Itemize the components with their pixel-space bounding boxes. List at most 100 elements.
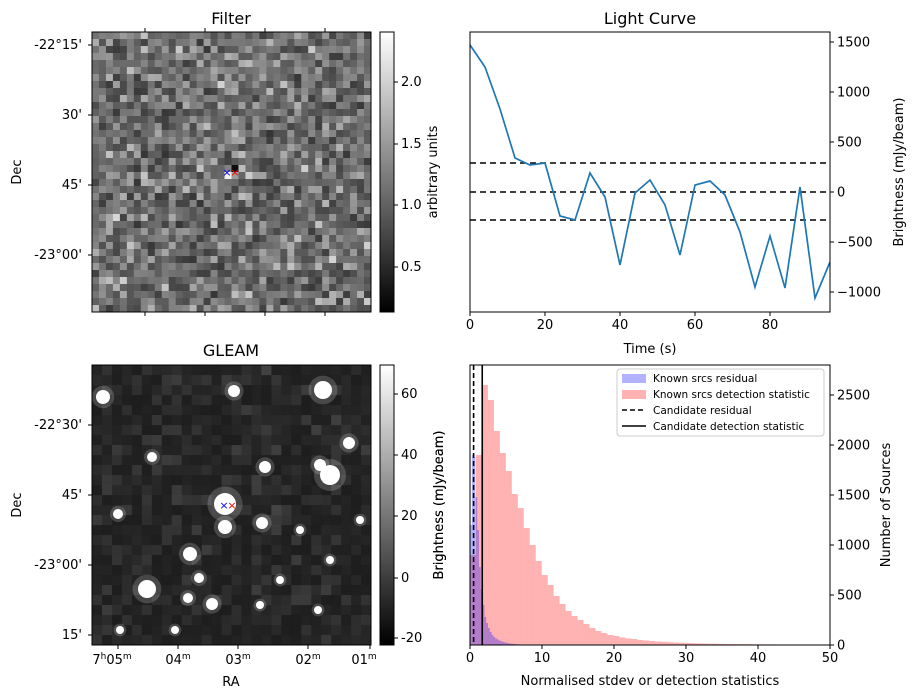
histogram-x-tick-label: 10	[534, 651, 551, 666]
light-curve-x-tick-label: 40	[612, 318, 629, 333]
detection-bar	[679, 642, 686, 645]
filter-dec-tick-label: -23°00'	[34, 248, 82, 263]
light-curve-x-tick-label: 20	[537, 318, 554, 333]
filter-known-marker: ×	[230, 166, 239, 179]
histogram-legend: Known srcs residual Known srcs detection…	[616, 368, 825, 437]
detection-bar	[613, 636, 620, 645]
residual-bar	[470, 525, 472, 645]
light-curve-y-tick-label: 0	[837, 186, 845, 201]
candidate-lines	[472, 365, 484, 645]
legend-label: Candidate residual	[653, 405, 752, 417]
light-curve-title: Light Curve	[604, 9, 696, 28]
light-curve-y-tick-label: 500	[837, 136, 862, 151]
gleam-colorbar-tick-label: 60	[401, 387, 418, 402]
gleam-ra-tick-label: 01m	[351, 652, 376, 668]
filter-colorbar-tick-label: 1.5	[401, 137, 422, 152]
filter-candidate-marker: ×	[222, 166, 231, 179]
light-curve-x-axis-label: Time (s)	[623, 342, 677, 357]
detection-bar	[625, 638, 632, 645]
detection-bar	[649, 641, 656, 645]
filter-frame	[91, 31, 372, 313]
filter-colorbar	[379, 31, 395, 313]
residual-bar	[488, 628, 490, 645]
detection-bar	[493, 431, 500, 645]
detection-bar	[661, 641, 668, 645]
gleam-colorbar-label: Brightness (mJy/beam)	[432, 431, 447, 580]
detection-bar	[577, 620, 584, 645]
histogram-x-tick-label: 20	[606, 651, 623, 666]
detection-bar	[547, 585, 554, 645]
residual-bar	[498, 640, 501, 645]
gleam-x-axis-label: RA	[222, 675, 240, 690]
detection-bar	[720, 643, 727, 645]
residual-bar	[477, 530, 479, 645]
gleam-colorbar-ticks: -20 0 20 40 60	[394, 387, 422, 646]
detection-bar	[637, 640, 644, 645]
residual-bar	[471, 455, 474, 645]
histogram-left-axis-label: Brightness (mJy/beam)	[432, 431, 447, 580]
legend-label: Known srcs detection statistic	[653, 389, 810, 401]
filter-noise-image	[92, 32, 372, 313]
detection-bar	[595, 631, 602, 645]
gleam-dec-tick-label: 15'	[62, 628, 82, 643]
filter-y-axis-label: Dec	[10, 159, 25, 184]
residual-bar	[511, 643, 514, 645]
filter-dec-tick-label: -22°15'	[34, 38, 82, 53]
histogram-y-tick-label: 2500	[837, 389, 870, 404]
gleam-dec-tick-label: -22°30'	[34, 418, 82, 433]
detection-bar	[619, 637, 626, 645]
light-curve-x-tick-label: 60	[687, 318, 704, 333]
filter-dec-ticks: -22°15' 30' 45' -23°00'	[34, 38, 92, 263]
histogram-x-axis-label: Normalised stdev or detection statistics	[521, 674, 780, 689]
detection-bar	[553, 596, 560, 645]
histogram-x-tick-label: 40	[750, 651, 767, 666]
filter-dec-tick-label: 30'	[62, 108, 82, 123]
gleam-panel: GLEAM × × -22°30' 45' -23°00' 15' 7h05m …	[10, 341, 447, 690]
detection-bar	[709, 643, 716, 645]
detection-bar	[703, 643, 710, 645]
residual-bar	[495, 638, 497, 645]
detection-bar	[715, 643, 721, 645]
detection-bar	[667, 642, 674, 645]
filter-panel: Filter × × -22°15' 30' 45' -23°00' Dec	[10, 9, 441, 316]
histogram-y-tick-label: 1000	[837, 539, 870, 554]
filter-dec-tick-label: 45'	[62, 178, 82, 193]
filter-colorbar-tick-label: 1.0	[401, 198, 422, 213]
detection-bar	[631, 639, 638, 645]
detection-bar	[565, 611, 572, 645]
detection-bar	[535, 561, 542, 645]
histogram-y-tick-label: 1500	[837, 489, 870, 504]
detection-bar	[601, 633, 608, 645]
residual-bar	[479, 567, 481, 645]
light-curve-y-tick-label: 1500	[837, 36, 870, 51]
detection-bar	[511, 494, 518, 645]
gleam-colorbar-tick-label: 0	[401, 571, 409, 586]
light-curve-frame	[469, 31, 831, 313]
light-curve-panel: Light Curve 0 20 40 60 80 −1000 −500 0 500 1000 1…	[466, 9, 907, 357]
detection-bar	[541, 575, 548, 645]
legend-swatch-known-detection	[622, 390, 646, 399]
gleam-known-marker: ×	[227, 499, 236, 512]
detection-bar	[505, 471, 512, 645]
gleam-ra-tick-label: 7h05m	[92, 652, 131, 668]
histogram-right-axis-label: Number of Sources	[879, 443, 894, 568]
residual-bar	[482, 605, 485, 645]
detection-bar	[691, 643, 698, 645]
histogram-panel: 0 10 20 30 40 50 0 500 1000 1500 2000 2500 Normali…	[432, 364, 894, 689]
residual-bar	[509, 643, 512, 645]
residual-bar	[486, 623, 488, 645]
detection-bar	[655, 641, 662, 645]
residual-bar	[489, 632, 492, 645]
residual-bar	[507, 643, 510, 645]
histogram-y-tick-label: 0	[837, 639, 845, 654]
detection-bar	[517, 508, 524, 645]
legend-label: Candidate detection statistic	[653, 421, 805, 433]
residual-bar	[473, 457, 476, 645]
detection-bar	[481, 385, 488, 645]
detection-bar	[685, 643, 692, 645]
residual-bar	[484, 617, 487, 645]
detection-bar	[643, 640, 650, 645]
detection-bar	[523, 528, 530, 645]
light-curve-y-tick-label: 1000	[837, 86, 870, 101]
